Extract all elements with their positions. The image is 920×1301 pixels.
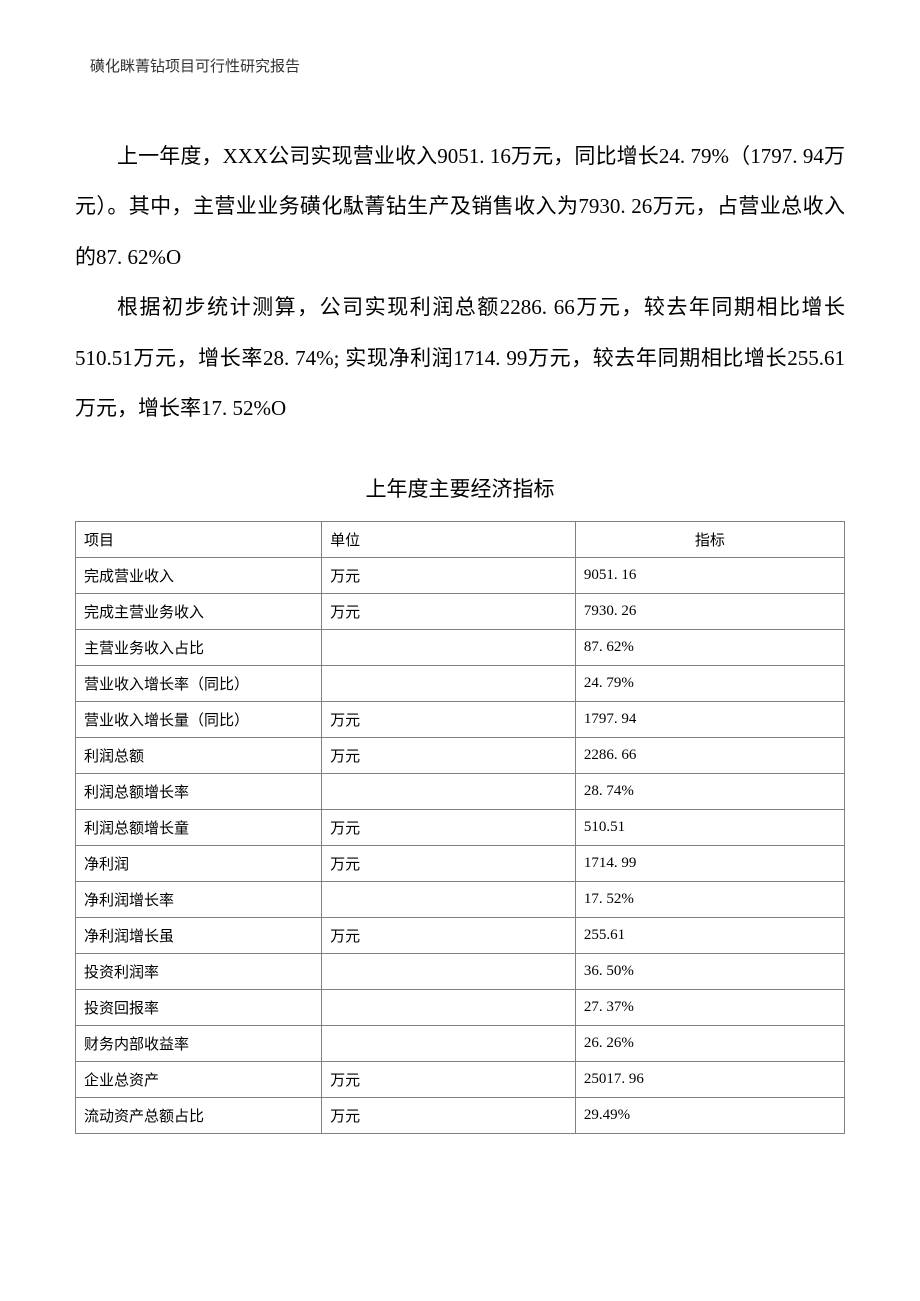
cell-item: 利润总额增长率: [76, 774, 322, 810]
cell-value: 27. 37%: [575, 990, 844, 1026]
table-body: 完成营业收入万元9051. 16 完成主营业务收入万元7930. 26 主营业务…: [76, 558, 845, 1134]
cell-value: 87. 62%: [575, 630, 844, 666]
table-row: 利润总额增长童万元510.51: [76, 810, 845, 846]
cell-unit: [322, 882, 576, 918]
cell-value: 29.49%: [575, 1098, 844, 1134]
table-row: 流动资产总额占比万元29.49%: [76, 1098, 845, 1134]
table-row: 净利润万元1714. 99: [76, 846, 845, 882]
table-row: 投资回报率 27. 37%: [76, 990, 845, 1026]
cell-value: 1797. 94: [575, 702, 844, 738]
cell-unit: [322, 954, 576, 990]
cell-value: 26. 26%: [575, 1026, 844, 1062]
table-row: 营业收入增长量（同比）万元1797. 94: [76, 702, 845, 738]
cell-unit: [322, 1026, 576, 1062]
cell-item: 利润总额: [76, 738, 322, 774]
table-row: 利润总额增长率 28. 74%: [76, 774, 845, 810]
cell-unit: [322, 666, 576, 702]
cell-item: 利润总额增长童: [76, 810, 322, 846]
economic-indicators-table: 项目 单位 指标 完成营业收入万元9051. 16 完成主营业务收入万元7930…: [75, 521, 845, 1134]
cell-value: 7930. 26: [575, 594, 844, 630]
cell-item: 投资利润率: [76, 954, 322, 990]
cell-unit: 万元: [322, 702, 576, 738]
paragraph-1: 上一年度，XXX公司实现营业收入9051. 16万元，同比增长24. 79%（1…: [75, 131, 845, 282]
cell-value: 2286. 66: [575, 738, 844, 774]
table-title: 上年度主要经济指标: [75, 473, 845, 503]
cell-unit: 万元: [322, 846, 576, 882]
cell-value: 255.61: [575, 918, 844, 954]
cell-unit: 万元: [322, 1098, 576, 1134]
table-row: 净利润增长虽万元255.61: [76, 918, 845, 954]
table-row: 完成主营业务收入万元7930. 26: [76, 594, 845, 630]
table-header-unit: 单位: [322, 522, 576, 558]
table-row: 投资利润率 36. 50%: [76, 954, 845, 990]
cell-item: 主营业务收入占比: [76, 630, 322, 666]
document-header: 磺化眯菁钻项目可行性研究报告: [90, 55, 845, 76]
table-row: 企业总资产万元25017. 96: [76, 1062, 845, 1098]
document-title: 磺化眯菁钻项目可行性研究报告: [90, 59, 300, 75]
table-header-row: 项目 单位 指标: [76, 522, 845, 558]
table-row: 主营业务收入占比 87. 62%: [76, 630, 845, 666]
cell-value: 36. 50%: [575, 954, 844, 990]
cell-item: 企业总资产: [76, 1062, 322, 1098]
cell-unit: [322, 630, 576, 666]
cell-item: 财务内部收益率: [76, 1026, 322, 1062]
cell-item: 净利润: [76, 846, 322, 882]
body-content: 上一年度，XXX公司实现营业收入9051. 16万元，同比增长24. 79%（1…: [75, 131, 845, 433]
cell-item: 流动资产总额占比: [76, 1098, 322, 1134]
cell-value: 28. 74%: [575, 774, 844, 810]
cell-item: 净利润增长率: [76, 882, 322, 918]
cell-value: 25017. 96: [575, 1062, 844, 1098]
paragraph-2: 根据初步统计测算，公司实现利润总额2286. 66万元，较去年同期相比增长510…: [75, 282, 845, 433]
table-row: 营业收入增长率（同比） 24. 79%: [76, 666, 845, 702]
table-row: 财务内部收益率 26. 26%: [76, 1026, 845, 1062]
cell-value: 17. 52%: [575, 882, 844, 918]
cell-unit: [322, 990, 576, 1026]
table-row: 利润总额万元2286. 66: [76, 738, 845, 774]
cell-value: 24. 79%: [575, 666, 844, 702]
table-header-value: 指标: [575, 522, 844, 558]
cell-item: 营业收入增长率（同比）: [76, 666, 322, 702]
cell-unit: 万元: [322, 738, 576, 774]
cell-item: 营业收入增长量（同比）: [76, 702, 322, 738]
cell-unit: 万元: [322, 918, 576, 954]
table-header-item: 项目: [76, 522, 322, 558]
cell-value: 9051. 16: [575, 558, 844, 594]
cell-unit: 万元: [322, 1062, 576, 1098]
table-row: 完成营业收入万元9051. 16: [76, 558, 845, 594]
cell-unit: 万元: [322, 594, 576, 630]
cell-unit: [322, 774, 576, 810]
cell-item: 投资回报率: [76, 990, 322, 1026]
cell-item: 完成营业收入: [76, 558, 322, 594]
cell-unit: 万元: [322, 558, 576, 594]
cell-value: 510.51: [575, 810, 844, 846]
cell-value: 1714. 99: [575, 846, 844, 882]
cell-item: 完成主营业务收入: [76, 594, 322, 630]
table-row: 净利润增长率 17. 52%: [76, 882, 845, 918]
cell-item: 净利润增长虽: [76, 918, 322, 954]
cell-unit: 万元: [322, 810, 576, 846]
